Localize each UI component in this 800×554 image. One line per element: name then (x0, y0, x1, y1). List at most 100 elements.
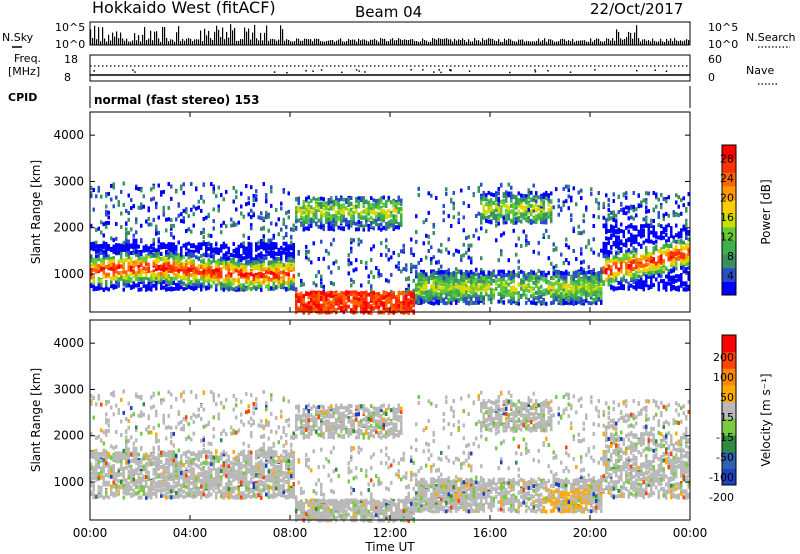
power-cell (412, 288, 415, 293)
power-cell (517, 191, 520, 196)
nsky-bar (396, 40, 398, 45)
power-cell (512, 203, 515, 208)
power-cell (130, 256, 133, 261)
nsky-bar (386, 41, 388, 45)
power-cell (162, 205, 165, 210)
power-cell (502, 203, 505, 208)
power-cell (100, 220, 103, 225)
nsky-bar (278, 39, 280, 45)
power-cell (157, 276, 160, 280)
power-cell (255, 272, 258, 277)
power-cell (165, 274, 168, 279)
power-cell (330, 270, 333, 275)
power-cell (497, 221, 500, 226)
nsky-bar (114, 36, 116, 45)
power-cell (267, 238, 270, 243)
power-cell (375, 218, 378, 223)
power-cell (200, 254, 203, 258)
power-cell (220, 272, 223, 277)
power-cell (445, 289, 448, 294)
nsky-bar (304, 38, 306, 45)
power-cell (347, 203, 350, 207)
nsky-bar (636, 25, 638, 45)
power-cell (350, 308, 353, 313)
power-cell (312, 219, 315, 224)
power-cell (375, 221, 378, 226)
power-cell (437, 301, 440, 306)
power-cell (255, 287, 258, 291)
power-cell (360, 221, 363, 225)
power-cell (90, 245, 93, 250)
power-cell (350, 299, 353, 304)
power-cell (175, 273, 178, 278)
date-title: 22/Oct/2017 (590, 0, 683, 18)
nsky-bar (324, 41, 326, 45)
power-cell (175, 250, 178, 255)
power-cell (395, 209, 398, 214)
power-cell (192, 212, 195, 217)
power-cell (95, 244, 98, 249)
power-cell (400, 303, 403, 308)
power-cell (542, 233, 545, 238)
power-cell (315, 299, 318, 304)
power-cell (115, 266, 118, 271)
power-cell (427, 289, 430, 294)
power-cell (512, 228, 515, 233)
nsky-bar (146, 40, 148, 45)
power-cell (547, 286, 550, 291)
power-cell (197, 246, 200, 251)
power-cell (190, 281, 193, 286)
power-cell (247, 285, 250, 290)
power-cell (367, 200, 370, 205)
power-cell (207, 212, 210, 217)
power-cell (170, 276, 173, 281)
power-cell (140, 249, 143, 254)
power-cell (155, 260, 158, 265)
power-cell (422, 273, 425, 278)
power-cell (270, 267, 273, 272)
power-cell (302, 306, 305, 310)
power-cell (135, 186, 138, 191)
nsky-bar (440, 38, 442, 45)
nsky-bar (506, 40, 508, 45)
power-cell (260, 259, 263, 264)
power-cell (312, 298, 315, 302)
power-cell (255, 275, 258, 279)
power-cell (390, 307, 393, 312)
power-cell (467, 294, 470, 298)
power-cell (105, 253, 108, 258)
power-cell (510, 301, 513, 305)
power-cell (282, 217, 285, 222)
power-cell (530, 208, 533, 213)
power-cell (497, 191, 500, 196)
nsky-bar (514, 41, 516, 45)
nsky-bar (130, 41, 132, 45)
power-cell (147, 254, 150, 259)
power-cell (447, 237, 450, 242)
power-cell (440, 289, 443, 294)
power-cell (472, 233, 475, 238)
power-cell (105, 244, 108, 249)
power-cell (167, 182, 170, 186)
nsky-bar (484, 40, 486, 45)
power-cell (355, 258, 358, 263)
power-cell (242, 266, 245, 271)
power-cell (447, 268, 450, 273)
power-cell (437, 259, 440, 264)
power-cell (265, 267, 268, 272)
power-cell (520, 286, 523, 291)
power-cell (105, 286, 108, 291)
power-cell (172, 242, 175, 247)
power-cell (515, 300, 518, 305)
power-cell (252, 198, 255, 202)
nsky-bar (320, 41, 322, 45)
power-cell (510, 218, 513, 223)
power-cell (532, 300, 535, 305)
nsky-bar (184, 40, 186, 45)
power-cell (115, 246, 118, 251)
power-cell (290, 286, 293, 291)
power-cell (422, 241, 425, 246)
power-cell (307, 291, 310, 296)
power-cell (372, 301, 375, 306)
power-cell (512, 209, 515, 214)
